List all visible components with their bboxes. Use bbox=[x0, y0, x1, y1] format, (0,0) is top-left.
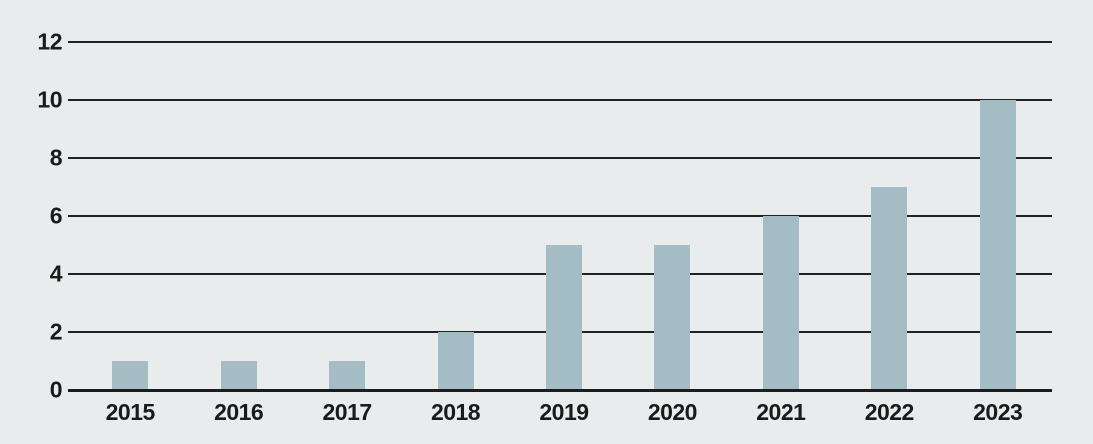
y-tick-label: 4 bbox=[49, 260, 63, 287]
bars-layer bbox=[68, 42, 1052, 390]
bar-column bbox=[76, 42, 184, 390]
bar-column bbox=[944, 42, 1052, 390]
gridline bbox=[68, 215, 1052, 217]
bar-column bbox=[835, 42, 943, 390]
y-tick-label: 0 bbox=[49, 376, 63, 403]
gridline bbox=[68, 41, 1052, 43]
y-tick-label: 12 bbox=[37, 28, 62, 55]
y-tick-label: 8 bbox=[49, 144, 63, 171]
bar-2019 bbox=[545, 245, 582, 390]
bar-2020 bbox=[654, 245, 691, 390]
gridline bbox=[68, 156, 1052, 159]
x-tick-label: 2021 bbox=[756, 399, 806, 425]
y-tick-label: 2 bbox=[49, 318, 63, 345]
bar-column bbox=[618, 42, 726, 390]
plot-area: 12 10 8 6 4 2 0 2015 2016 2017 2018 2019 2020 2021 20… bbox=[37, 30, 1052, 424]
x-tick-label: 2019 bbox=[539, 399, 589, 425]
y-tick-label: 6 bbox=[49, 202, 63, 229]
gridline bbox=[68, 98, 1052, 101]
x-axis-line bbox=[68, 389, 1052, 392]
y-tick-label: 10 bbox=[37, 86, 62, 113]
bar-2021 bbox=[762, 216, 799, 390]
x-tick-label: 2023 bbox=[973, 399, 1023, 425]
x-tick-label: 2018 bbox=[430, 399, 481, 425]
bar-2022 bbox=[871, 187, 908, 390]
bar-column bbox=[510, 42, 618, 390]
x-tick-label: 2017 bbox=[322, 399, 373, 425]
bar-column bbox=[184, 42, 292, 390]
bar-2023 bbox=[979, 100, 1016, 390]
bar-2017 bbox=[329, 361, 366, 390]
bar-column bbox=[727, 42, 835, 390]
bar-2015 bbox=[112, 361, 149, 390]
bar-column bbox=[293, 42, 401, 390]
x-tick-label: 2016 bbox=[214, 399, 264, 425]
x-tick-label: 2020 bbox=[647, 399, 698, 425]
x-tick-label: 2015 bbox=[105, 399, 156, 425]
bar-column bbox=[401, 42, 509, 390]
bar-2016 bbox=[220, 361, 257, 390]
x-tick-label: 2022 bbox=[864, 399, 915, 425]
x-axis-labels: 2015 2016 2017 2018 2019 2020 2021 2022 2023 bbox=[68, 390, 1052, 430]
bar-2018 bbox=[437, 332, 474, 390]
